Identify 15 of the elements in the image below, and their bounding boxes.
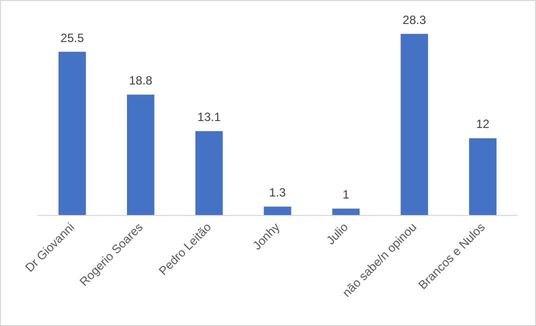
- data-label: 13.1: [197, 110, 222, 124]
- bar: [469, 138, 496, 215]
- data-label: 1: [342, 188, 350, 202]
- bar: [195, 131, 223, 215]
- data-label: 28.3: [402, 12, 426, 27]
- bar: [58, 52, 86, 215]
- data-label: 18.8: [128, 74, 153, 88]
- bar: [400, 34, 428, 215]
- x-tick-label: Julio: [324, 220, 352, 248]
- data-label: 12: [476, 117, 490, 132]
- data-label: 1.3: [269, 186, 286, 200]
- bar: [126, 94, 154, 215]
- bar: [264, 206, 292, 215]
- data-label: 25.5: [60, 30, 84, 45]
- bar: [332, 208, 360, 215]
